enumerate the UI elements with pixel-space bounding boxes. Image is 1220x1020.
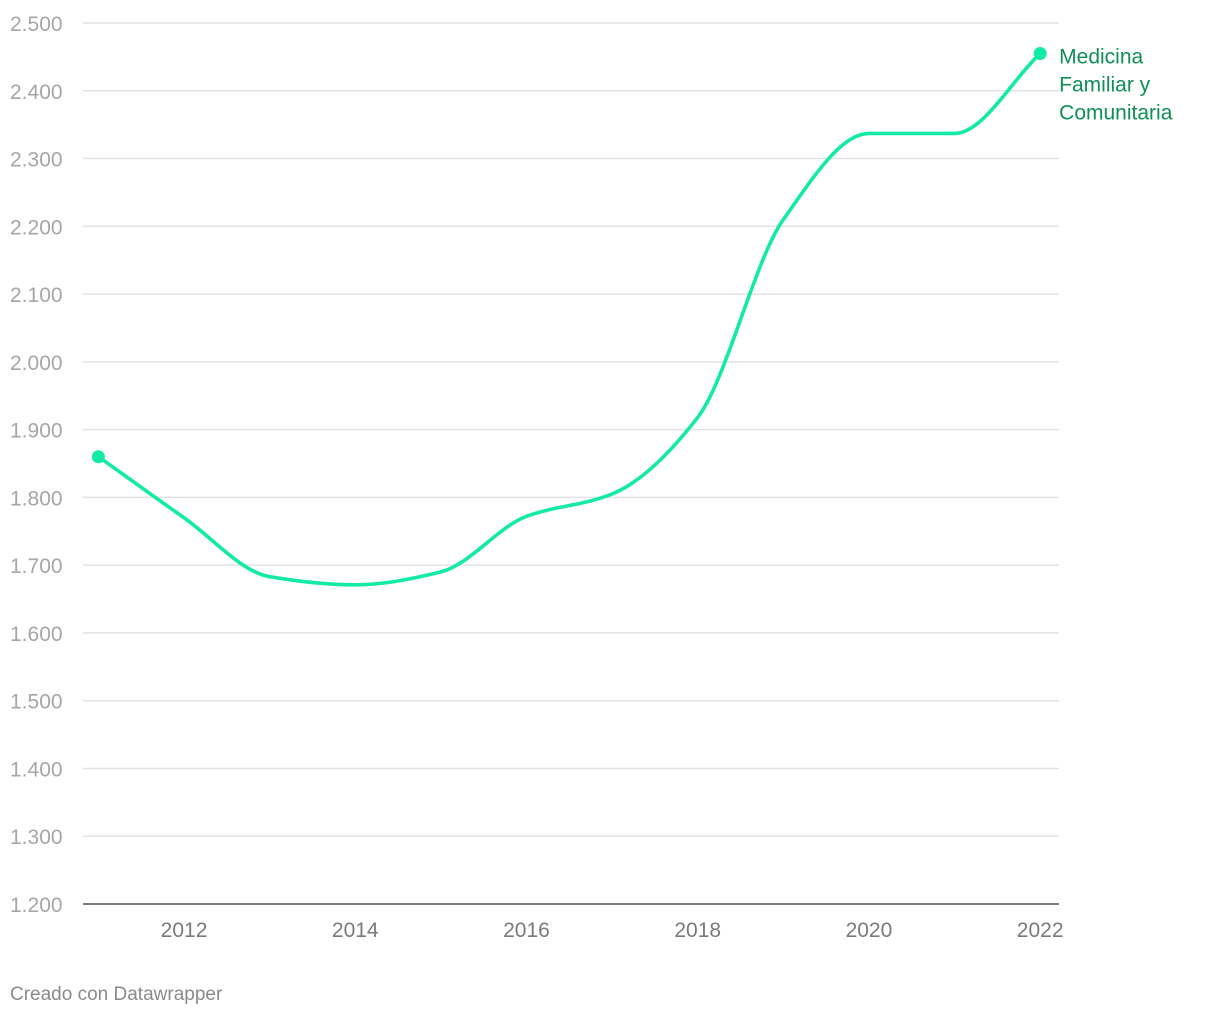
y-tick-label: 2.300 — [10, 149, 63, 172]
x-tick-label: 2020 — [846, 919, 893, 942]
x-tick-label: 2022 — [1017, 919, 1064, 942]
x-tick-label: 2014 — [332, 919, 379, 942]
x-tick-label: 2016 — [503, 919, 550, 942]
y-tick-label: 1.200 — [10, 894, 63, 917]
x-tick-label: 2018 — [674, 919, 721, 942]
series-line — [96, 51, 1042, 587]
y-tick-label: 1.600 — [10, 623, 63, 646]
series-label-line: Familiar y — [1059, 73, 1151, 96]
y-tick-label: 2.000 — [10, 352, 63, 375]
start-point — [91, 450, 105, 464]
y-tick-label: 1.800 — [10, 487, 63, 510]
series-label-line: Medicina — [1059, 45, 1143, 68]
series-label: Medicina Familiar y Comunitaria — [1059, 45, 1173, 124]
y-tick-label: 1.500 — [10, 691, 63, 714]
y-tick-label: 1.900 — [10, 420, 63, 443]
grid-lines — [83, 22, 1059, 905]
footer-credit: Creado con Datawrapper — [10, 984, 223, 1005]
y-tick-label: 1.700 — [10, 555, 63, 578]
x-axis-ticks: 2012 2014 2016 2018 2020 2022 — [161, 919, 1064, 942]
series-layer — [91, 46, 1047, 587]
y-tick-label: 2.500 — [10, 13, 63, 36]
y-tick-label: 2.200 — [10, 216, 63, 239]
y-axis-ticks: 1.200 1.300 1.400 1.500 1.600 1.700 1.800 1.900… — [10, 13, 63, 917]
x-tick-label: 2012 — [161, 919, 208, 942]
y-tick-label: 1.300 — [10, 826, 63, 849]
y-tick-label: 1.400 — [10, 758, 63, 781]
series-label-line: Comunitaria — [1059, 101, 1173, 124]
y-tick-label: 2.100 — [10, 284, 63, 307]
series-labels: Medicina Familiar y Comunitaria — [1059, 45, 1173, 124]
y-tick-label: 2.400 — [10, 81, 63, 104]
end-point — [1033, 46, 1047, 60]
